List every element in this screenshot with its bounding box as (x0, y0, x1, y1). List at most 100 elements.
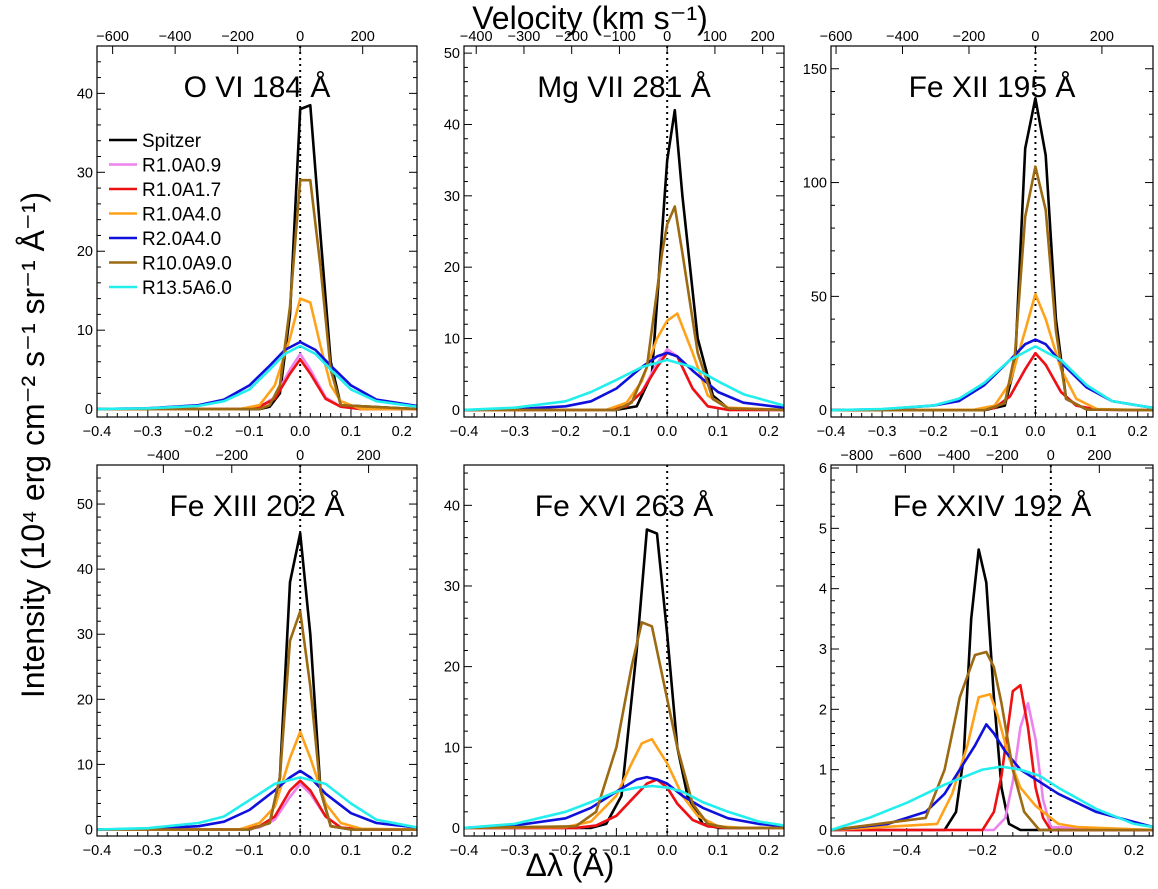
y-tick-label: 5 (819, 521, 827, 537)
series-line-r1-0a1-7 (831, 351, 1153, 412)
series-group (831, 548, 1153, 832)
x-tick-label: −0.1 (235, 843, 264, 859)
x-tick-label: 0.1 (341, 843, 361, 859)
y-tick-label: 10 (444, 740, 460, 756)
top-tick-label: −200 (986, 448, 1019, 464)
x-tick-label: −0.3 (868, 424, 897, 440)
x-tick-label: −0.1 (970, 424, 999, 440)
x-tick-label: −0.6 (817, 843, 846, 859)
legend-label-r2-0a4-0: R2.0A4.0 (142, 229, 221, 250)
series-line-spitzer (464, 528, 784, 830)
y-tick-label: 20 (77, 692, 93, 708)
series-line-r1-0a4-0 (831, 292, 1153, 412)
series-line-r1-0a4-0 (97, 297, 417, 411)
panel-title: Fe XXIV 192 Å (893, 490, 1091, 523)
x-tick-label: −0.2 (551, 424, 580, 440)
figure-y-label: Intensity (10⁴ erg cm⁻² s⁻¹ sr⁻¹ Å⁻¹) (15, 192, 51, 698)
x-tick-label: −0.2 (919, 424, 948, 440)
figure-top-label: Velocity (km s⁻¹) (472, 0, 708, 36)
top-tick-label: −200 (221, 29, 254, 45)
series-group (464, 108, 784, 412)
y-tick-label: 10 (77, 323, 93, 339)
y-tick-label: 0 (85, 822, 93, 838)
legend-label-spitzer: Spitzer (142, 131, 202, 152)
series-line-r1-0a1-7 (831, 683, 1153, 832)
plot-frame (830, 464, 1154, 837)
y-tick-label: 2 (819, 702, 827, 718)
top-tick-label: 0 (663, 29, 671, 45)
x-tick-label: 0.0 (657, 424, 677, 440)
x-tick-label: −0.2 (184, 843, 213, 859)
top-tick-label: 200 (356, 448, 380, 464)
series-line-r10-0a9-0 (831, 165, 1153, 412)
y-tick-label: 3 (819, 642, 827, 658)
top-tick-label: 200 (751, 29, 775, 45)
legend-label-r13-5a6-0: R13.5A6.0 (142, 278, 232, 299)
series-line-r1-0a4-0 (831, 692, 1153, 832)
x-tick-label: −0.2 (184, 424, 213, 440)
x-tick-label: 0.2 (759, 424, 779, 440)
series-line-r10-0a9-0 (464, 620, 784, 830)
y-tick-label: 6 (819, 461, 827, 477)
series-line-r13-5a6-0 (831, 765, 1153, 832)
y-tick-label: 30 (444, 579, 460, 595)
y-tick-label: 40 (444, 117, 460, 133)
y-tick-label: 4 (819, 582, 827, 598)
series-line-r13-5a6-0 (97, 344, 417, 411)
y-tick-label: 0 (452, 821, 460, 837)
y-tick-label: 40 (77, 86, 93, 102)
top-tick-label: −400 (937, 448, 970, 464)
x-tick-label: 0.2 (759, 843, 779, 859)
x-tick-label: −0.4 (892, 843, 921, 859)
x-tick-label: −0.0 (1044, 843, 1073, 859)
x-tick-label: 0.0 (657, 843, 677, 859)
y-tick-label: 0 (819, 403, 827, 419)
y-tick-label: 1 (819, 763, 827, 779)
top-tick-label: 100 (703, 29, 727, 45)
series-line-r13-5a6-0 (464, 784, 784, 830)
top-tick-label: −600 (820, 29, 853, 45)
y-tick-label: 20 (77, 244, 93, 260)
x-tick-label: 0.0 (290, 424, 310, 440)
x-tick-label: 0.2 (1124, 843, 1144, 859)
panel-title: Fe XIII 202 Å (169, 490, 344, 523)
top-tick-label: 0 (1031, 29, 1039, 45)
y-tick-label: 10 (77, 757, 93, 773)
top-tick-label: −300 (508, 29, 541, 45)
x-tick-label: 0.2 (392, 424, 412, 440)
top-tick-label: −800 (840, 448, 873, 464)
y-tick-label: 0 (85, 402, 93, 418)
series-line-r13-5a6-0 (97, 776, 417, 831)
series-line-spitzer (97, 531, 417, 831)
panel-fe-xiii-202: −0.4 −0.3 −0.2 −0.1 0.0 0.1 0.2 0 10 20 30 40 50 −400… (77, 448, 418, 859)
x-tick-label: −0.1 (602, 843, 631, 859)
top-tick-label: −200 (555, 29, 588, 45)
plot-frame (463, 45, 785, 418)
y-tick-label: 150 (803, 62, 827, 78)
x-tick-label: 0.0 (1025, 424, 1045, 440)
y-tick-label: 0 (819, 823, 827, 839)
x-tick-label: −0.4 (450, 843, 479, 859)
y-tick-label: 20 (444, 260, 460, 276)
plot-frame (830, 45, 1154, 418)
y-tick-label: 40 (444, 498, 460, 514)
legend-label-r1-0a0-9: R1.0A0.9 (142, 156, 221, 177)
series-line-r13-5a6-0 (831, 345, 1153, 412)
series-line-r10-0a9-0 (97, 610, 417, 831)
series-line-r2-0a4-0 (464, 351, 784, 412)
series-line-spitzer (464, 108, 784, 412)
series-line-spitzer (831, 548, 1153, 832)
panel-fe-xvi-263: −0.4 −0.3 −0.2 −0.1 0.0 0.1 0.2 0 10 20 30 40 Fe XVI… (444, 464, 785, 859)
top-tick-label: 0 (296, 448, 304, 464)
x-tick-label: −0.1 (235, 424, 264, 440)
x-tick-label: −0.4 (450, 424, 479, 440)
x-tick-label: −0.2 (551, 843, 580, 859)
y-tick-label: 50 (77, 497, 93, 513)
top-tick-label: −400 (147, 448, 180, 464)
x-tick-label: −0.2 (968, 843, 997, 859)
y-tick-label: 30 (77, 165, 93, 181)
y-tick-label: 20 (444, 660, 460, 676)
panel-fe-xxiv-192: −0.6 −0.4 −0.2 −0.0 0.2 0 1 2 3 4 5 6 −800 −600 −400 −2… (817, 448, 1154, 859)
series-line-r1-0a1-7 (97, 358, 417, 411)
